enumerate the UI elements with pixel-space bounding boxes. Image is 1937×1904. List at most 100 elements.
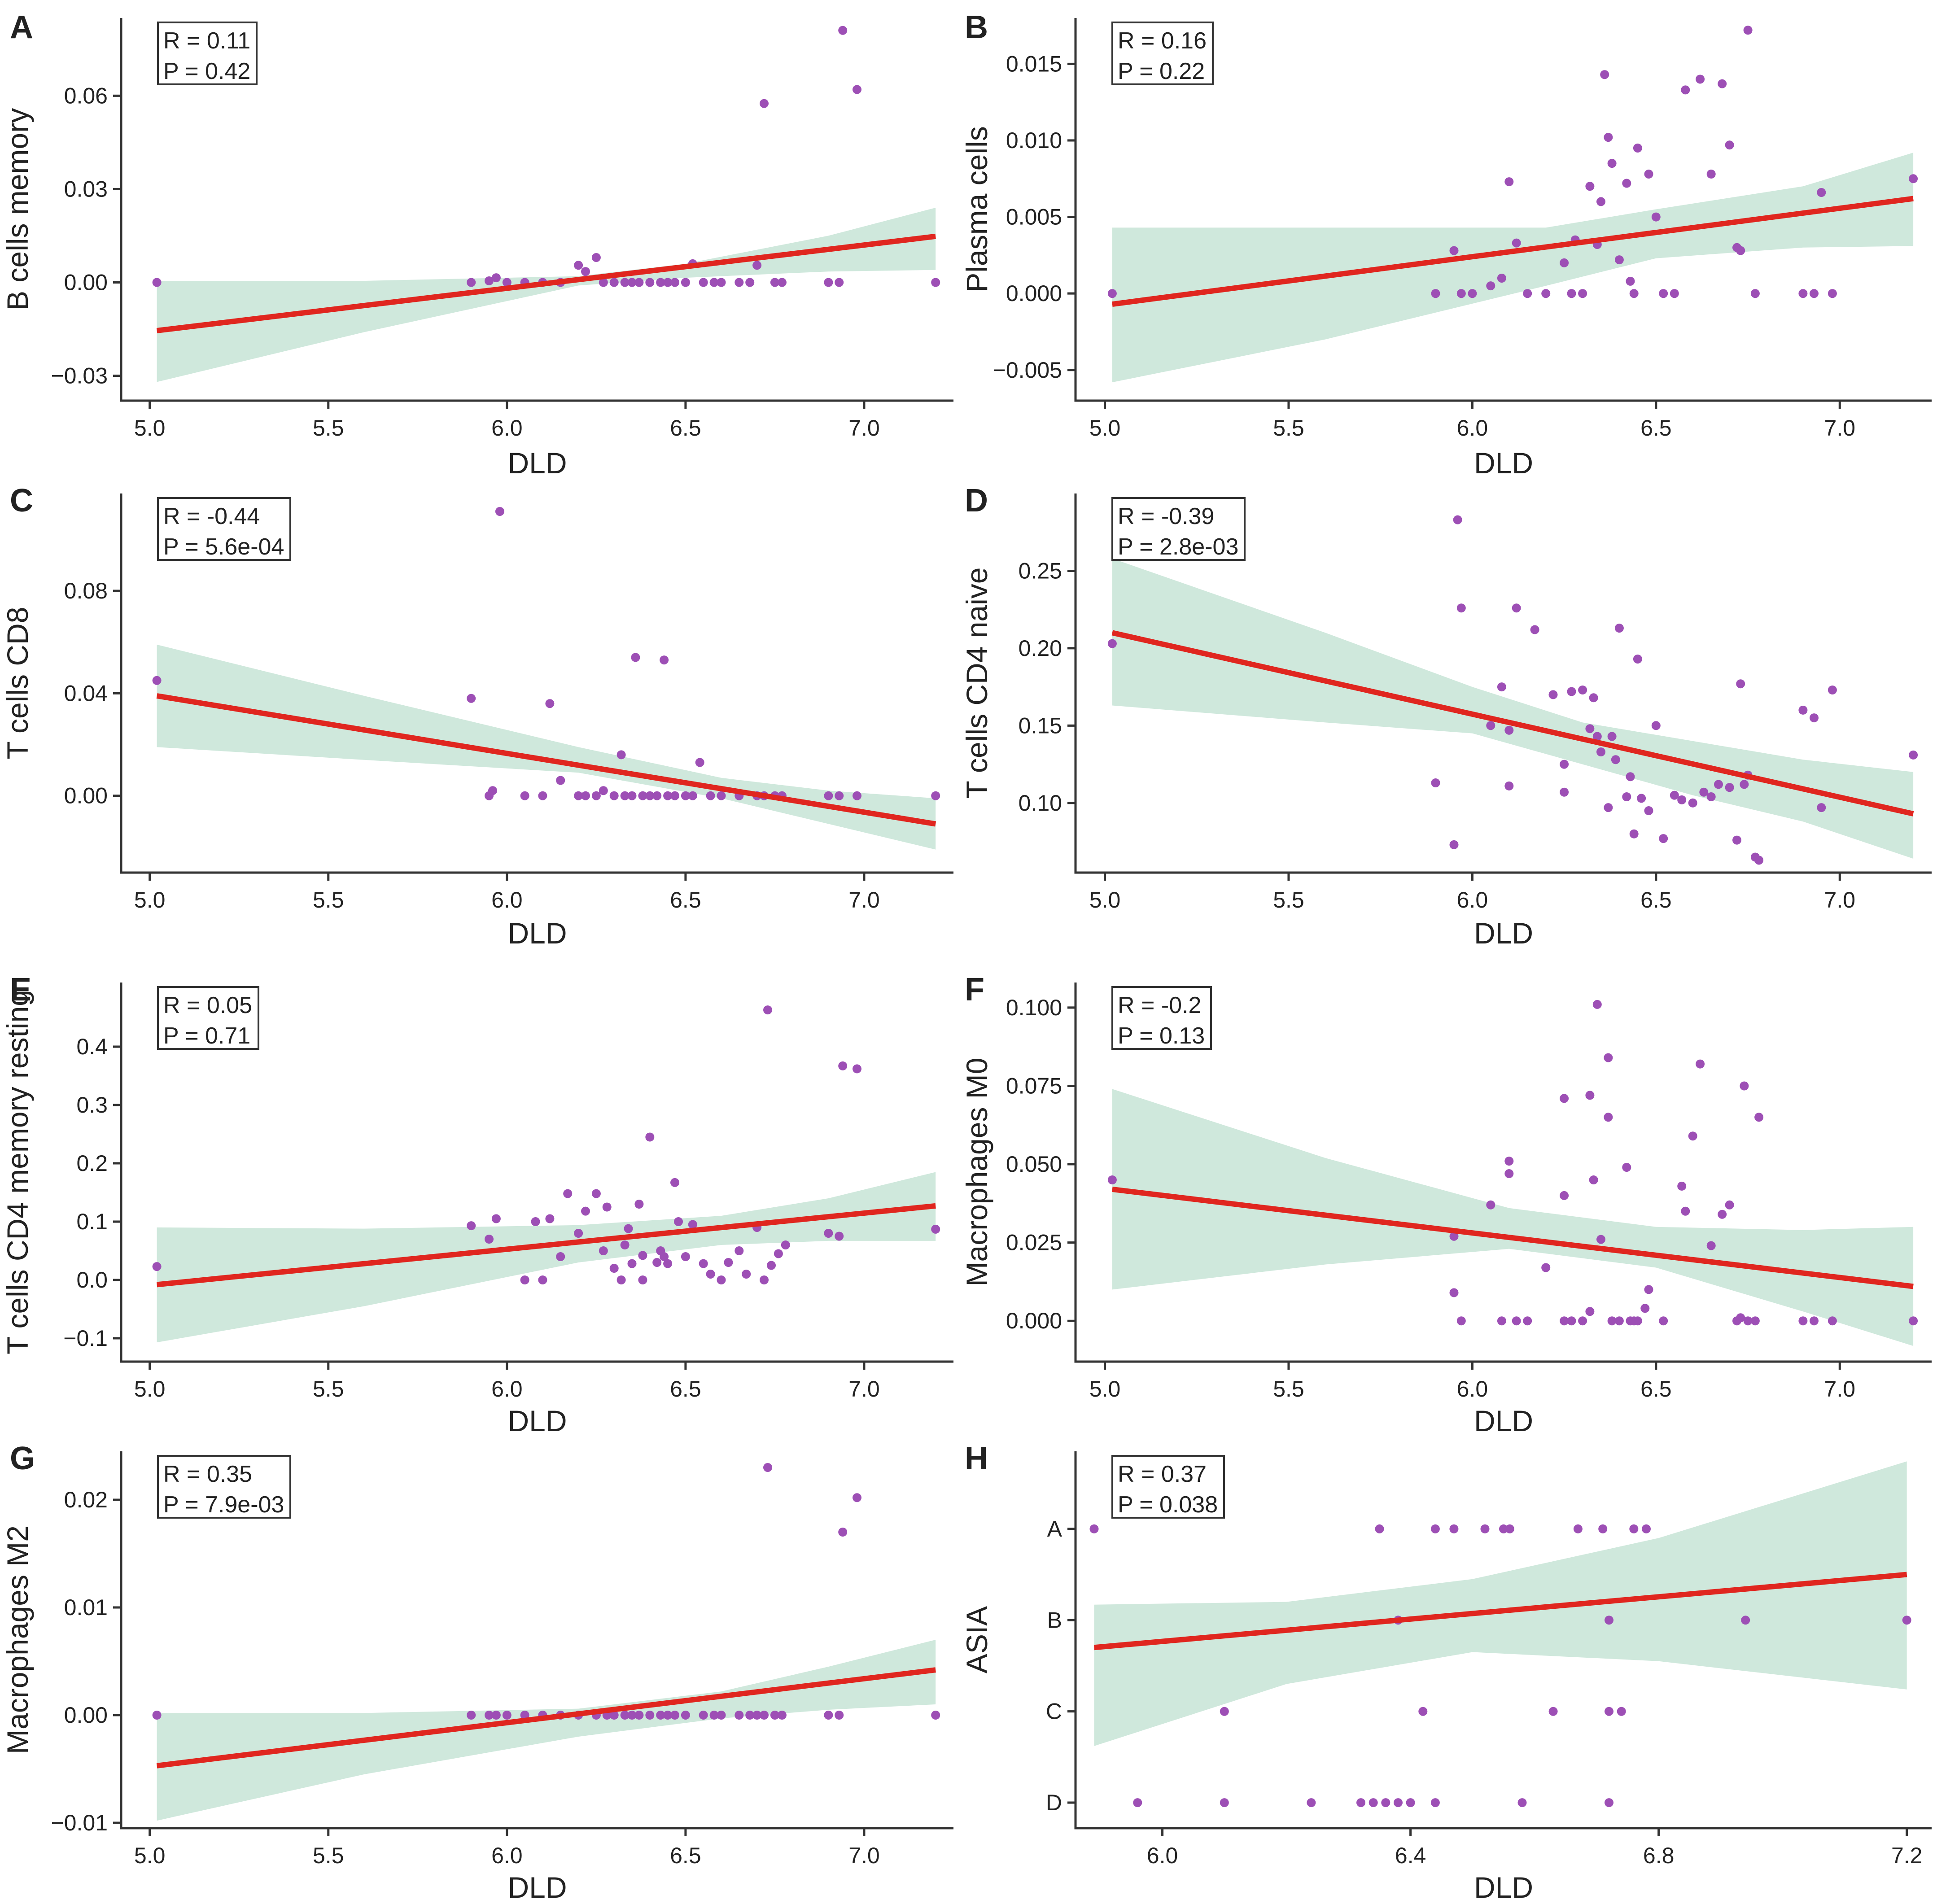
confidence-band [1112,558,1914,859]
data-point [1589,693,1598,703]
data-point [1706,1241,1716,1250]
confidence-band [157,208,936,382]
data-point [1560,787,1569,797]
x-tick-label: 6.0 [491,887,523,913]
data-point [1828,686,1837,694]
y-tick-label: 0.15 [1019,713,1062,738]
x-tick-label: 7.0 [1824,887,1856,913]
data-point [520,1275,529,1284]
data-point [1605,1616,1613,1625]
stat-p-value: P = 0.13 [1118,1023,1205,1049]
data-point [735,1711,744,1720]
data-point [706,791,715,800]
y-tick-label: −0.03 [51,363,108,389]
data-point [1696,1059,1705,1069]
data-point [502,1711,512,1720]
data-point [1504,1157,1514,1166]
data-point [634,1200,644,1209]
data-point [1548,690,1558,699]
panel-letter: F [965,972,984,1008]
data-point [752,1711,762,1720]
y-axis-title: B cells memory [1,108,34,310]
data-point [1573,1524,1583,1533]
data-point [1578,289,1587,298]
data-point [1614,255,1624,265]
data-point [760,1275,769,1284]
data-point [1798,1316,1808,1326]
stats-box [1111,986,1212,1050]
data-point [152,1711,162,1720]
y-tick-label: 0.075 [1006,1073,1062,1098]
data-point [1512,1316,1521,1326]
data-point [824,278,833,287]
data-point [1750,1316,1760,1326]
data-point [1651,721,1661,730]
data-point [1596,197,1605,206]
panel-letter: D [965,483,988,519]
y-tick-label: 0.04 [64,681,108,706]
x-tick-label: 5.5 [1273,1376,1304,1402]
data-point [1677,795,1687,804]
data-point [1607,1316,1617,1326]
data-point [709,1711,719,1720]
x-tick-label: 5.0 [134,1376,166,1402]
data-point [1681,1206,1690,1216]
data-point [609,1264,619,1273]
data-point [663,278,673,287]
stats-box [1111,1455,1225,1519]
data-point [1517,1798,1527,1808]
data-point [1633,144,1642,153]
data-point [1629,829,1639,838]
regression-line [156,693,936,827]
y-tick-label: 0.06 [64,83,108,108]
data-point [1743,26,1753,35]
data-point [1718,79,1727,88]
panel-letter: H [965,1441,988,1476]
data-point [663,791,673,800]
data-points [152,1463,940,1720]
stat-p-value: P = 2.8e-03 [1118,534,1238,560]
x-tick-label: 5.0 [134,415,166,441]
data-point [1688,798,1697,808]
x-tick-label: 6.5 [670,1376,701,1402]
panel-d: D 5.0 5.5 6.0 6.5 7.0 0.10 0.15 0.20 0.25 DLD T cel… [960,483,1932,950]
data-point [656,1711,665,1720]
y-tick-label: C [1046,1699,1062,1724]
data-point [1504,1169,1514,1178]
data-point [591,253,601,262]
data-point [760,99,769,108]
data-point [1706,792,1716,801]
data-point [1375,1524,1384,1533]
data-point [1699,787,1709,797]
confidence-band [157,644,936,850]
y-tick-label: 0.25 [1019,558,1062,583]
data-point [1449,246,1459,255]
data-points [1107,26,1918,298]
x-axis-title: DLD [507,1404,567,1437]
data-point [1640,1304,1650,1313]
y-tick-label: 0.00 [64,270,108,295]
data-point [1740,1081,1749,1091]
data-point [1430,1524,1440,1533]
data-point [1604,803,1613,812]
stats-box [157,986,259,1050]
data-point [488,786,497,795]
stat-p-value: P = 0.22 [1118,58,1205,84]
data-point [1902,1616,1911,1625]
data-point [617,1275,626,1284]
y-axis-title: T cells CD8 [1,607,34,760]
data-point [1614,624,1624,633]
x-axis-title: DLD [507,446,567,480]
stat-r-value: R = 0.11 [163,28,250,54]
x-tick-label: 7.0 [848,1376,880,1402]
data-point [1725,783,1734,792]
x-tick-label: 6.5 [670,887,701,913]
y-axis-title: Plasma cells [960,126,993,292]
data-point [717,791,726,800]
data-point [1604,1053,1613,1062]
axes-frame [120,493,953,874]
data-point [645,1711,655,1720]
data-point [767,1261,776,1270]
data-point [545,699,555,708]
